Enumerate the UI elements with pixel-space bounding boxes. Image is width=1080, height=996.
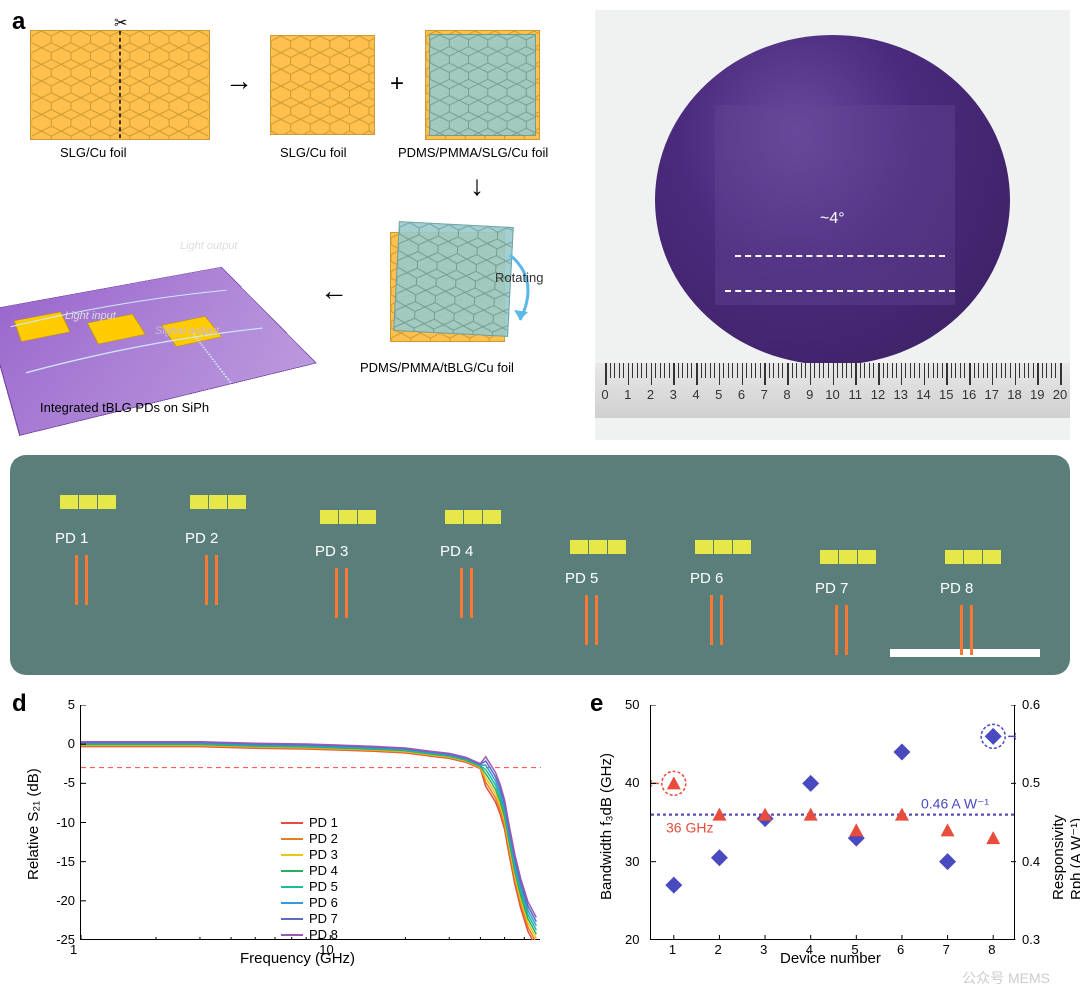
arrow-3: ← [320,275,348,307]
ylabel-d: Relative S₂₁ (dB) [25,768,42,880]
angle-label: ~4° [820,210,845,228]
pd-label: PD 5 [565,570,598,587]
hex-pattern-large [31,31,209,139]
caption-pdms-slg: PDMS/PMMA/SLG/Cu foil [398,145,548,160]
xlabel-e: Device number [780,950,881,967]
ylabel-left-e: Bandwidth f₃dB (GHz) [598,753,615,900]
pd-pads [320,510,376,524]
panel-d-chart: Relative S₂₁ (dB) Frequency (GHz) PD 1PD… [10,690,570,986]
label-signal-output: Signal output [155,325,219,337]
ylabel-right-e: Responsivity Rph (A W⁻¹) [1050,815,1080,900]
rotating-arrow-icon [500,250,550,330]
panel-e-chart: Bandwidth f₃dB (GHz) Responsivity Rph (A… [590,690,1070,986]
pd-pads [945,550,1001,564]
xlabel-d: Frequency (GHz) [240,950,355,967]
watermark: 公众号 MEMS [962,968,1050,988]
pd-pads [570,540,626,554]
scale-bar [890,649,1040,657]
panel-b-wafer-photo: ~4° 01234567891011121314151617181920 [595,10,1070,440]
pd-pads [60,495,116,509]
pd-label: PD 1 [55,530,88,547]
pd-pads [820,550,876,564]
label-light-input: Light input [65,310,116,322]
pd-label: PD 4 [440,543,473,560]
svg-text:0.46 A W⁻¹: 0.46 A W⁻¹ [921,796,989,812]
pd-pads [445,510,501,524]
legend-d: PD 1PD 2PD 3PD 4PD 5PD 6PD 7PD 8 [281,815,338,943]
pd-pads [695,540,751,554]
caption-slg-small: SLG/Cu foil [280,145,346,160]
chart-e-area: 36 GHz 0.46 A W⁻¹ [650,705,1015,940]
svg-text:36 GHz: 36 GHz [666,820,713,836]
arrow-2: ↓ [470,170,484,202]
scissors-icon: ✂ [114,13,127,33]
ruler: 01234567891011121314151617181920 [595,363,1070,418]
caption-rotating: Rotating [495,270,543,285]
pd-label: PD 6 [690,570,723,587]
caption-stacked: PDMS/PMMA/tBLG/Cu foil [360,360,514,375]
chart-d-area: PD 1PD 2PD 3PD 4PD 5PD 6PD 7PD 8 [80,705,540,940]
pd-label: PD 7 [815,580,848,597]
arrow-1: → [225,65,253,97]
caption-slg-large: SLG/Cu foil [60,145,126,160]
wafer: ~4° [655,35,1010,365]
panel-a-schematic: ✂ SLG/Cu foil → SLG/Cu foil + PDMS/PMMA/… [10,10,580,440]
pd-pads [190,495,246,509]
caption-final: Integrated tBLG PDs on SiPh [40,400,209,415]
pd-label: PD 3 [315,543,348,560]
panel-c-micrograph: PD 1 PD 2 PD 3 PD 4 PD 5 PD 6 PD 7 PD 8 [10,455,1070,675]
plus-sign: + [390,70,404,98]
pd-label: PD 2 [185,530,218,547]
pd-label: PD 8 [940,580,973,597]
label-light-output: Light output [180,240,238,252]
